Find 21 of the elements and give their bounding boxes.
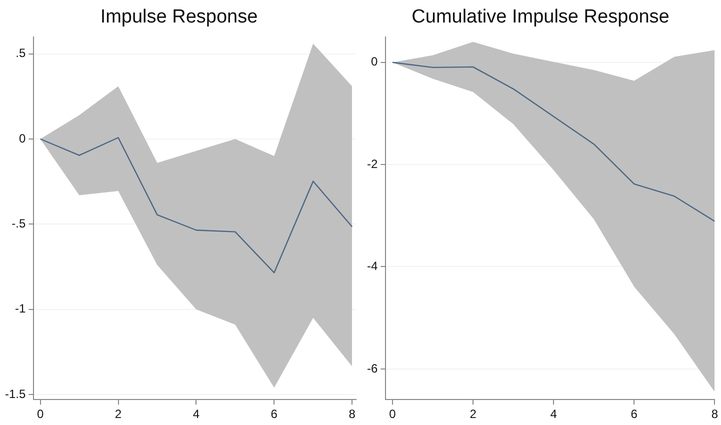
y-tick-label: -.5 <box>12 216 26 230</box>
x-tick-label: 8 <box>711 407 718 422</box>
chart-title: Impulse Response <box>100 6 258 28</box>
y-tick-label: -4 <box>367 259 378 274</box>
x-tick-label: 6 <box>630 407 638 422</box>
x-tick-label: 2 <box>114 407 122 422</box>
y-tick-label: -1 <box>15 302 26 316</box>
x-tick-label: 4 <box>192 407 200 422</box>
x-tick-label: 4 <box>550 407 558 422</box>
y-tick-label: -2 <box>367 156 378 171</box>
x-tick-label: 0 <box>36 407 44 422</box>
y-tick-label: .5 <box>16 46 26 60</box>
x-tick-label: 0 <box>389 407 396 422</box>
y-tick-label: -6 <box>367 361 378 376</box>
x-tick-label: 8 <box>348 407 356 422</box>
x-tick-label: 2 <box>470 407 477 422</box>
chart-title: Cumulative Impulse Response <box>412 6 670 28</box>
x-tick-label: 6 <box>270 407 278 422</box>
y-tick-label: -1.5 <box>4 386 26 401</box>
y-tick-label: 0 <box>18 131 26 146</box>
y-tick-label: 0 <box>370 54 378 69</box>
